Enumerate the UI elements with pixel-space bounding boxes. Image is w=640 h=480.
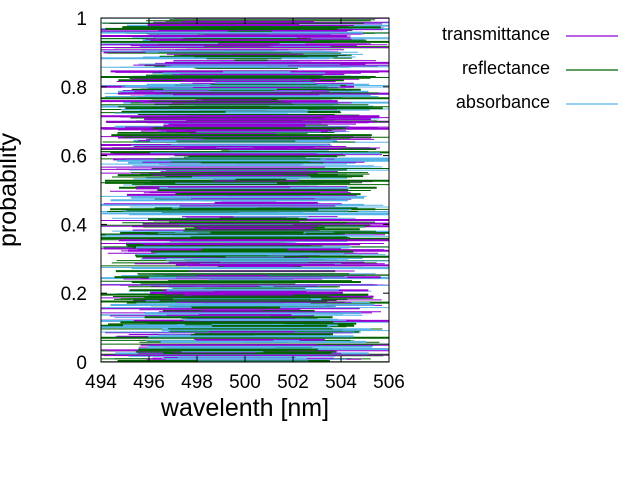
x-tick-label: 506	[373, 372, 405, 393]
x-tick-label: 498	[181, 372, 213, 393]
x-axis-label: wavelenth [nm]	[160, 394, 329, 422]
legend: transmittance reflectance absorbance	[442, 24, 618, 112]
y-tick-label: 0.2	[61, 284, 87, 305]
x-tick-label: 504	[325, 372, 357, 393]
y-tick-label: 0.8	[61, 78, 87, 99]
y-axis-label: probability	[0, 133, 22, 247]
x-tick-label: 500	[229, 372, 261, 393]
y-tick-label: 1	[76, 9, 87, 30]
legend-label: reflectance	[462, 58, 550, 78]
y-tick-label: 0	[76, 353, 87, 374]
y-tick-label: 0.6	[61, 147, 87, 168]
x-axis: 494 496 498 500 502 504 506	[85, 18, 405, 393]
legend-label: transmittance	[442, 24, 550, 44]
x-tick-label: 494	[85, 372, 117, 393]
legend-label: absorbance	[456, 92, 550, 112]
y-axis: 0 0.2 0.4 0.6 0.8 1	[61, 9, 389, 374]
y-tick-label: 0.4	[61, 215, 88, 236]
x-tick-label: 502	[277, 372, 309, 393]
x-tick-label: 496	[133, 372, 165, 393]
plot-marks	[101, 17, 389, 363]
